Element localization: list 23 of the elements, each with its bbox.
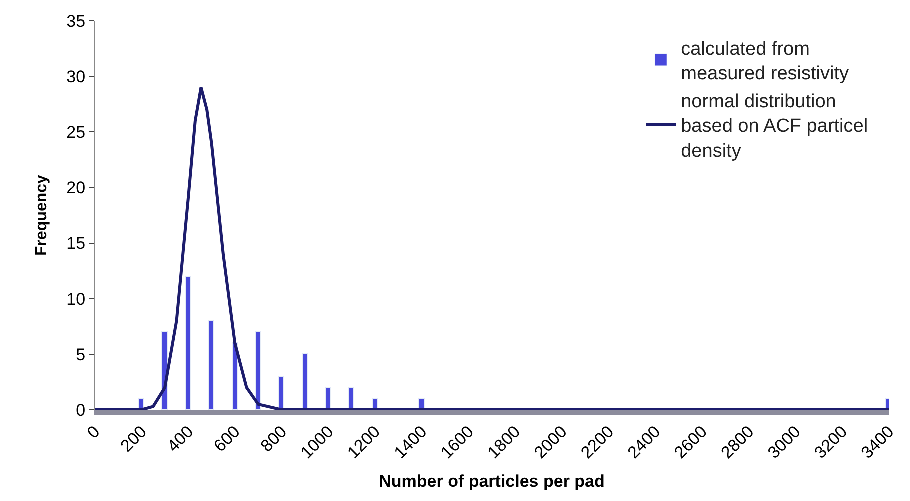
bar <box>208 320 214 410</box>
x-axis-title: Number of particles per pad <box>379 472 605 491</box>
y-axis-title: Frequency <box>34 174 51 256</box>
y-tick-label: 15 <box>66 234 86 254</box>
x-tick-label: 400 <box>164 422 198 456</box>
y-tick-label: 25 <box>66 123 86 142</box>
bar <box>186 276 191 410</box>
line-series <box>95 86 889 410</box>
y-tick-label: 10 <box>66 290 86 309</box>
y-tick-label: 20 <box>66 178 86 198</box>
legend-label: normal distribution based on ACF particel density <box>681 91 868 162</box>
y-tick-label: 35 <box>66 12 86 31</box>
bar <box>278 376 284 410</box>
y-tick-label: 0 <box>76 400 86 420</box>
bar <box>326 388 331 410</box>
y-tick-label: 30 <box>66 68 86 87</box>
y-tick-label: 5 <box>76 345 86 364</box>
bar <box>348 388 354 410</box>
x-tick-label: 800 <box>257 422 291 456</box>
x-tick-label: 600 <box>210 422 244 456</box>
x-tick-label: 200 <box>117 422 151 456</box>
bar <box>256 332 261 410</box>
bar <box>302 354 308 410</box>
